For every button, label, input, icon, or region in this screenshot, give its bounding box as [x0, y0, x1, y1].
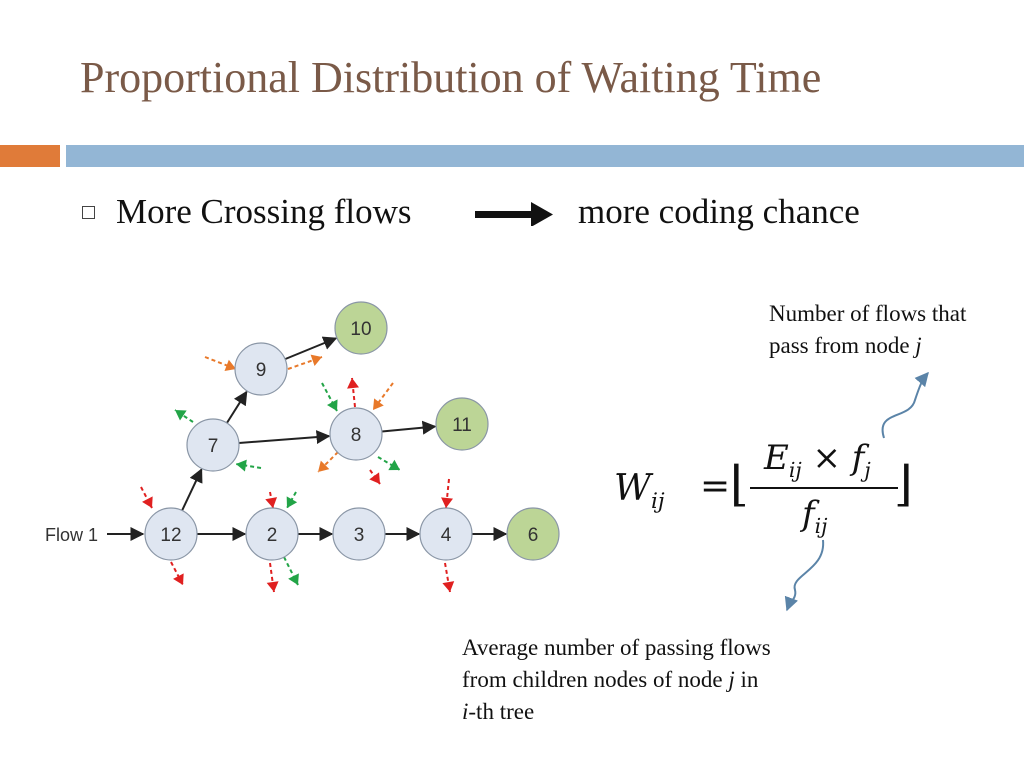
red-flow-arrowhead-6	[441, 497, 453, 508]
green-flow-arrowhead-5	[288, 573, 299, 585]
formula-numerator: Eij × fj	[764, 438, 871, 482]
red-flow-arrowhead-12	[347, 378, 359, 389]
edge-12-7	[181, 468, 203, 511]
node-label-7: 7	[208, 436, 219, 457]
bullet-text-left: More Crossing flows	[116, 192, 412, 231]
annotation-average-child-flows: Average number of passing flows from chi…	[462, 635, 771, 724]
green-flow-arrowhead-17	[388, 459, 400, 471]
orange-flow-arrowhead-11	[310, 354, 322, 366]
floor-right-bracket: ⌋	[894, 456, 913, 512]
formula-lhs: Wij	[614, 468, 665, 515]
node-label-4: 4	[441, 525, 452, 546]
flow-1-label: Flow 1	[45, 525, 98, 545]
node-10	[334, 301, 388, 355]
node-9	[234, 342, 288, 396]
red-flow-arrowhead-0	[142, 496, 153, 508]
fraction-line	[750, 487, 898, 489]
orange-flow-line-10	[204, 356, 237, 370]
node-8	[329, 407, 383, 461]
formula-denominator: fij	[802, 494, 828, 538]
orange-flow-arrowhead-15	[318, 460, 330, 472]
node-3	[332, 507, 386, 561]
green-flow-line-8	[174, 409, 194, 423]
node-label-11: 11	[452, 415, 472, 436]
node-11	[435, 397, 489, 451]
green-flow-line-13	[321, 382, 338, 412]
formula-equals: =	[700, 466, 731, 507]
green-flow-line-5	[283, 556, 299, 586]
red-flow-line-0	[140, 486, 153, 509]
right-arrow-icon	[475, 202, 553, 226]
node-4	[419, 507, 473, 561]
red-flow-arrowhead-2	[265, 497, 278, 508]
title-accent-bar	[0, 145, 60, 167]
floor-left-bracket: ⌊	[730, 456, 749, 512]
red-flow-arrowhead-16	[369, 472, 380, 484]
red-flow-arrowhead-7	[442, 581, 455, 592]
node-12	[144, 507, 198, 561]
crossing-flow-arrows	[140, 354, 455, 593]
orange-flow-arrowhead-10	[224, 359, 236, 371]
curved-arrow-to-top-note	[881, 371, 929, 439]
node-label-8: 8	[351, 425, 362, 446]
diagram-edges	[181, 336, 508, 541]
edge-8-11	[381, 420, 437, 435]
node-label-10: 10	[350, 319, 371, 340]
node-2	[245, 507, 299, 561]
edge-7-8	[238, 430, 331, 445]
curved-arrow-to-bottom-note	[784, 539, 825, 612]
node-label-6: 6	[528, 525, 539, 546]
bullet-text-right: more coding chance	[578, 192, 860, 231]
green-flow-arrowhead-13	[326, 399, 338, 411]
node-label-3: 3	[354, 525, 365, 546]
red-flow-arrowhead-4	[266, 581, 279, 592]
node-label-2: 2	[267, 525, 278, 546]
slide-title: Proportional Distribution of Waiting Tim…	[80, 53, 822, 102]
square-bullet-icon	[82, 206, 95, 219]
annotation-flows-through-node: Number of flows that pass from node j	[769, 301, 967, 358]
red-flow-arrowhead-1	[173, 573, 184, 585]
title-divider-bar	[66, 145, 1024, 167]
node-6	[506, 507, 560, 561]
node-label-9: 9	[256, 360, 267, 381]
edge-7-9	[226, 390, 248, 424]
edge-9-10	[284, 336, 338, 361]
diagram-nodes: 12 2 3 4 6 7 8 9 10 11	[144, 301, 560, 561]
green-flow-arrowhead-8	[175, 410, 187, 421]
green-flow-arrowhead-3	[286, 496, 298, 508]
green-flow-arrowhead-9	[236, 459, 247, 472]
node-7	[186, 418, 240, 472]
node-label-12: 12	[160, 525, 181, 546]
orange-flow-arrowhead-14	[373, 398, 384, 410]
